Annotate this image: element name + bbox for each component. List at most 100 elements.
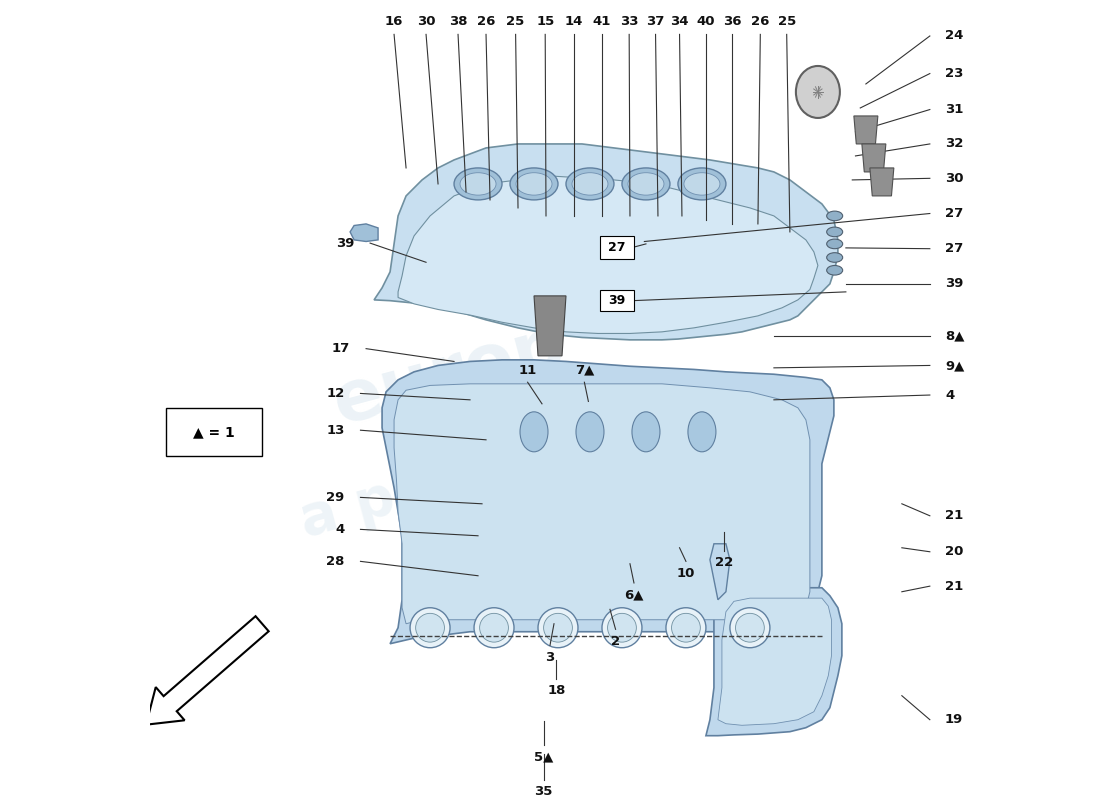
Text: ▲ = 1: ▲ = 1 — [194, 425, 235, 439]
Text: 17: 17 — [332, 342, 350, 355]
Polygon shape — [534, 296, 566, 356]
Text: 35: 35 — [535, 785, 553, 798]
Text: 29: 29 — [327, 491, 344, 504]
Polygon shape — [398, 176, 818, 334]
Text: 24: 24 — [945, 30, 964, 42]
Text: a pas: a pas — [294, 452, 470, 548]
Text: 27: 27 — [945, 207, 964, 220]
Text: since 1985: since 1985 — [430, 430, 667, 528]
FancyBboxPatch shape — [601, 290, 634, 311]
Text: 37: 37 — [647, 15, 664, 28]
Circle shape — [474, 608, 514, 648]
Text: 22: 22 — [715, 557, 734, 570]
Circle shape — [416, 614, 444, 642]
Text: 26: 26 — [751, 15, 770, 28]
Text: 26: 26 — [476, 15, 495, 28]
Text: 18: 18 — [547, 685, 565, 698]
Ellipse shape — [621, 168, 670, 200]
Polygon shape — [862, 144, 886, 172]
Text: 27: 27 — [608, 241, 626, 254]
Text: 20: 20 — [945, 546, 964, 558]
Circle shape — [480, 614, 508, 642]
Text: europ: europ — [326, 310, 573, 439]
Text: 21: 21 — [945, 510, 964, 522]
Text: 39: 39 — [945, 278, 964, 290]
FancyBboxPatch shape — [601, 236, 634, 259]
Text: 11: 11 — [518, 364, 537, 377]
Circle shape — [410, 608, 450, 648]
Text: 8▲: 8▲ — [945, 330, 965, 342]
Ellipse shape — [516, 173, 552, 195]
Text: 30: 30 — [945, 172, 964, 185]
Ellipse shape — [566, 168, 614, 200]
Ellipse shape — [628, 173, 664, 195]
Ellipse shape — [454, 168, 502, 200]
Circle shape — [671, 614, 701, 642]
Text: 25: 25 — [778, 15, 795, 28]
Polygon shape — [382, 360, 834, 644]
Circle shape — [602, 608, 642, 648]
Ellipse shape — [632, 412, 660, 452]
Text: 6▲: 6▲ — [624, 589, 644, 602]
Polygon shape — [394, 384, 810, 624]
Text: 9▲: 9▲ — [945, 359, 965, 372]
Text: 39: 39 — [336, 237, 354, 250]
Text: 34: 34 — [670, 15, 689, 28]
Polygon shape — [854, 116, 878, 144]
Text: 7▲: 7▲ — [574, 364, 594, 377]
Text: 30: 30 — [417, 15, 436, 28]
Ellipse shape — [796, 66, 840, 118]
Ellipse shape — [576, 412, 604, 452]
Text: 14: 14 — [564, 15, 583, 28]
Ellipse shape — [678, 168, 726, 200]
Text: 32: 32 — [945, 138, 964, 150]
Text: 4: 4 — [336, 523, 344, 536]
Text: 27: 27 — [945, 242, 964, 255]
Circle shape — [730, 608, 770, 648]
Circle shape — [736, 614, 764, 642]
Text: 19: 19 — [945, 713, 964, 726]
Text: 4: 4 — [945, 389, 955, 402]
Ellipse shape — [684, 173, 719, 195]
Ellipse shape — [572, 173, 608, 195]
Text: 33: 33 — [620, 15, 638, 28]
Text: 28: 28 — [326, 555, 344, 568]
Circle shape — [607, 614, 637, 642]
Text: 31: 31 — [945, 103, 964, 116]
Text: 15: 15 — [536, 15, 554, 28]
Polygon shape — [374, 144, 838, 340]
Text: 39: 39 — [608, 294, 626, 307]
Text: 13: 13 — [326, 424, 344, 437]
Ellipse shape — [827, 227, 843, 237]
Ellipse shape — [827, 253, 843, 262]
Polygon shape — [870, 168, 894, 196]
Text: 16: 16 — [385, 15, 404, 28]
Ellipse shape — [688, 412, 716, 452]
Ellipse shape — [827, 239, 843, 249]
Text: 5▲: 5▲ — [534, 750, 553, 764]
Ellipse shape — [827, 211, 843, 221]
Text: 21: 21 — [945, 580, 964, 593]
Circle shape — [543, 614, 572, 642]
Polygon shape — [718, 598, 832, 726]
Polygon shape — [706, 588, 842, 736]
Text: 38: 38 — [449, 15, 468, 28]
Text: 25: 25 — [506, 15, 525, 28]
FancyArrow shape — [146, 616, 268, 725]
Text: 10: 10 — [676, 567, 695, 580]
Ellipse shape — [520, 412, 548, 452]
FancyBboxPatch shape — [166, 408, 262, 456]
Ellipse shape — [460, 173, 496, 195]
Text: 3: 3 — [546, 651, 554, 664]
Text: 12: 12 — [327, 387, 344, 400]
Text: 2: 2 — [610, 635, 620, 648]
Polygon shape — [710, 544, 730, 600]
Text: 23: 23 — [945, 67, 964, 80]
Text: 40: 40 — [696, 15, 715, 28]
Circle shape — [666, 608, 706, 648]
Ellipse shape — [510, 168, 558, 200]
Text: 36: 36 — [723, 15, 741, 28]
Circle shape — [538, 608, 578, 648]
Ellipse shape — [827, 266, 843, 275]
Text: 41: 41 — [593, 15, 612, 28]
